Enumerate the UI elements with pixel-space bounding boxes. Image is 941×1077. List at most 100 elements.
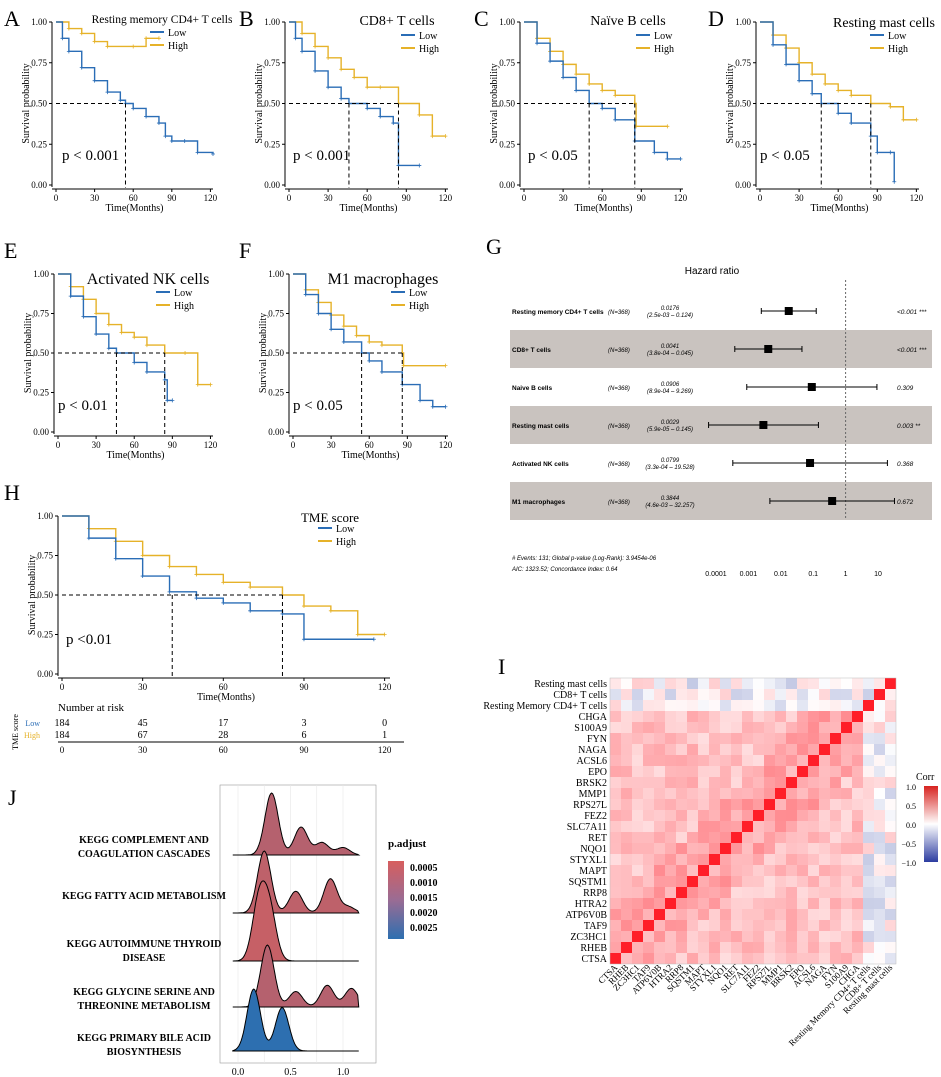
heatmap-cell [797, 700, 808, 711]
heatmap-cell [863, 689, 874, 700]
heatmap-cell [764, 799, 775, 810]
heatmap-cell [830, 865, 841, 876]
survival-curve-high-censor [352, 75, 357, 80]
survival-curve-high-censor [167, 564, 172, 569]
survival-curve-high-censor [354, 333, 359, 338]
forest-hr-value: 0.0906 [661, 382, 680, 388]
survival-curve-high-censor [131, 44, 136, 49]
forest-x-tick: 10 [874, 571, 882, 578]
forest-n: (N=368) [608, 424, 630, 430]
y-tick-label: 1.00 [735, 17, 751, 27]
y-tick-label: 0.50 [735, 99, 751, 109]
y-tick-label: 0.50 [499, 99, 515, 109]
heatmap-cell [852, 887, 863, 898]
heatmap-cell [742, 909, 753, 920]
survival-curve-low-censor [784, 62, 789, 67]
heatmap-cell [819, 887, 830, 898]
forest-variable-name: Resting mast cells [512, 423, 569, 430]
heatmap-cell [632, 711, 643, 722]
heatmap-cell [874, 865, 885, 876]
heatmap-cell [654, 678, 665, 689]
heatmap-cell [698, 854, 709, 865]
heatmap-cell [621, 821, 632, 832]
heatmap-cell [621, 953, 632, 964]
heatmap-cell [610, 678, 621, 689]
heatmap-cell [742, 898, 753, 909]
heatmap-cell [874, 843, 885, 854]
x-tick-label: 120 [378, 682, 392, 692]
ridge-pathway-label: DISEASE [123, 953, 166, 964]
forest-p-value: <0.001 *** [897, 309, 927, 316]
ridge-legend-tick: 0.0015 [410, 893, 438, 904]
heatmap-cell [797, 920, 808, 931]
heatmap-cell [709, 722, 720, 733]
heatmap-cell [720, 832, 731, 843]
heatmap-cell [632, 920, 643, 931]
heatmap-cell [665, 854, 676, 865]
heatmap-cell [709, 700, 720, 711]
survival-curve-high-censor [849, 93, 854, 98]
heatmap-cell [841, 887, 852, 898]
heatmap-cell [786, 898, 797, 909]
heatmap-cell [720, 953, 731, 964]
heatmap-cell [643, 931, 654, 942]
heatmap-cell [863, 810, 874, 821]
forest-ci-text: (5.9e-05 – 0.145) [647, 427, 693, 433]
risk-count: 1 [382, 730, 387, 741]
heatmap-row-label: FEZ2 [584, 811, 607, 822]
survival-curve-low [62, 515, 374, 640]
heatmap-cell [610, 843, 621, 854]
heatmap-cell [654, 689, 665, 700]
panel-letter: D [708, 6, 724, 31]
heatmap-cell [709, 898, 720, 909]
heatmap-cell [687, 788, 698, 799]
survival-curve-low-censor [316, 311, 321, 316]
heatmap-row-label: Resting Memory CD4+ T cells [483, 701, 607, 712]
survival-curve-low-censor [339, 96, 344, 101]
heatmap-cell [786, 942, 797, 953]
panel-letter: G [486, 234, 502, 259]
heatmap-cell [720, 887, 731, 898]
heatmap-cell [687, 733, 698, 744]
x-tick-label: 90 [167, 193, 177, 203]
x-tick-label: 60 [365, 440, 375, 450]
forest-estimate-point [764, 345, 773, 353]
heatmap-cell [731, 766, 742, 777]
heatmap-cell [830, 942, 841, 953]
heatmap-cell [632, 766, 643, 777]
heatmap-cell [863, 744, 874, 755]
heatmap-cell [764, 942, 775, 953]
heatmap-cell [775, 953, 786, 964]
heatmap-cell [830, 777, 841, 788]
survival-curve-low-censor [391, 121, 396, 126]
heatmap-cell [687, 810, 698, 821]
forest-x-tick: 1 [844, 571, 848, 578]
risk-count: 184 [55, 730, 70, 741]
heatmap-cell [676, 865, 687, 876]
heatmap-cell [720, 854, 731, 865]
survival-curve-low-censor [367, 358, 372, 363]
heatmap-cell [797, 854, 808, 865]
heatmap-cell [797, 931, 808, 942]
heatmap-cell [643, 876, 654, 887]
p-value-label: p < 0.05 [293, 398, 343, 414]
p-value-label: p < 0.01 [58, 398, 108, 414]
y-tick-label: 0.50 [264, 99, 280, 109]
heatmap-cell [731, 821, 742, 832]
heatmap-cell [764, 788, 775, 799]
legend-label: High [654, 44, 674, 55]
x-axis-title: Time(Months) [342, 450, 400, 461]
forest-x-tick: 0.1 [808, 571, 818, 578]
heatmap-cell [830, 854, 841, 865]
heatmap-cell [775, 777, 786, 788]
heatmap-legend-tick: 1.0 [906, 783, 916, 792]
heatmap-cell [687, 865, 698, 876]
heatmap-cell [621, 766, 632, 777]
heatmap-cell [643, 733, 654, 744]
x-tick-label: 90 [168, 440, 178, 450]
survival-curve-low-censor [443, 404, 448, 409]
heatmap-cell [654, 876, 665, 887]
heatmap-cell [874, 953, 885, 964]
heatmap-cell [775, 876, 786, 887]
heatmap-cell [687, 898, 698, 909]
